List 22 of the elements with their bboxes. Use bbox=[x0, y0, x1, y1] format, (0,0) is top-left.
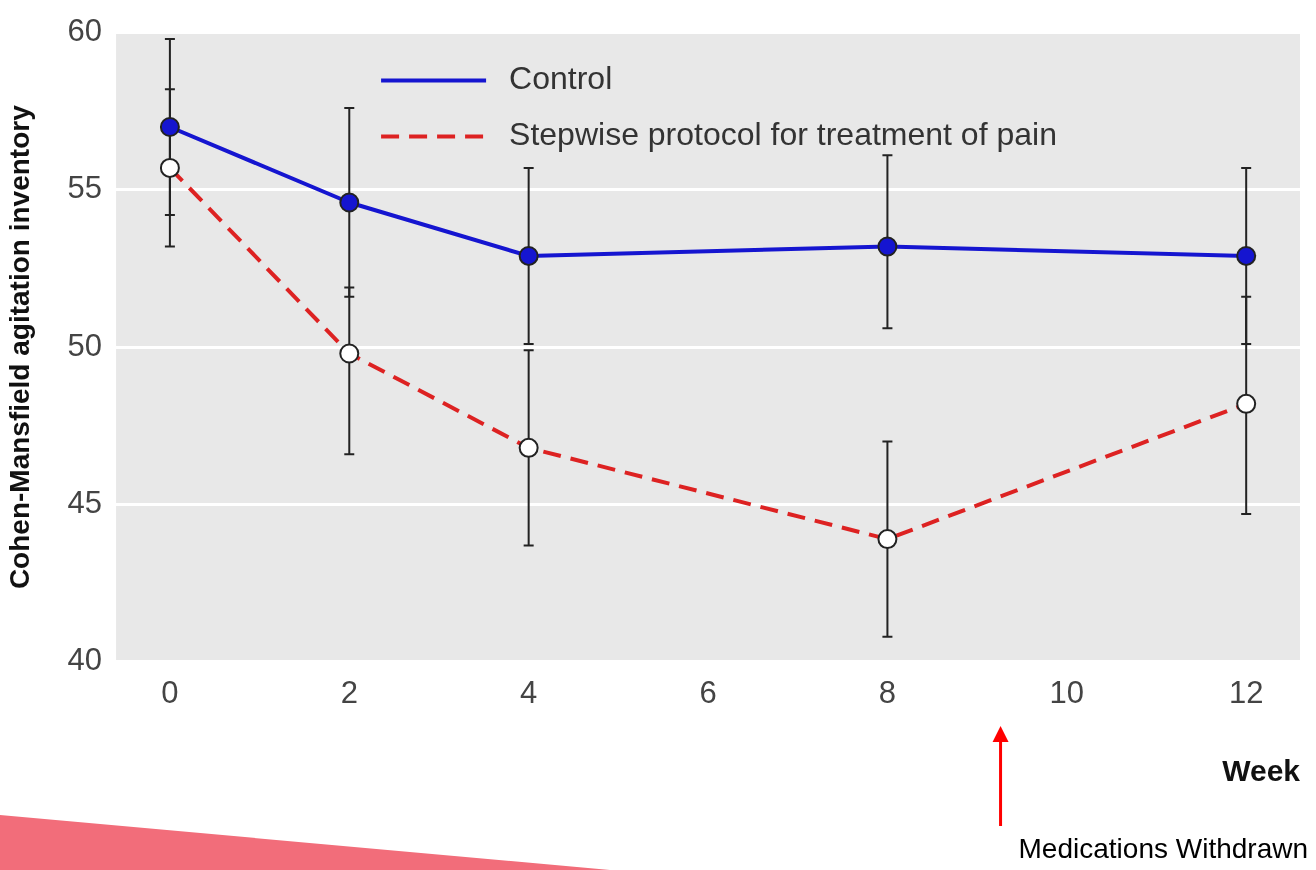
y-axis-title: Cohen-Mansfield agitation inventory bbox=[3, 104, 35, 590]
point bbox=[518, 245, 539, 266]
x-tick-label: 8 bbox=[878, 674, 897, 710]
legend-label: Control bbox=[509, 60, 613, 97]
point bbox=[339, 192, 360, 213]
x-tick-label: 4 bbox=[520, 674, 538, 710]
y-tick-label: 40 bbox=[67, 642, 103, 678]
x-axis-title: Week bbox=[1222, 754, 1301, 788]
legend-label: Stepwise protocol for treatment of pain bbox=[509, 116, 1057, 153]
y-tick-label: 45 bbox=[67, 485, 103, 521]
text: Medications Withdrawn bbox=[1018, 832, 1308, 864]
point bbox=[1236, 245, 1257, 266]
x-tick-label: 2 bbox=[340, 674, 358, 710]
y-tick-label: 55 bbox=[67, 170, 103, 206]
x-tick-label: 12 bbox=[1228, 674, 1264, 710]
y-tick-label: 50 bbox=[67, 327, 103, 363]
x-tick-label: 10 bbox=[1049, 674, 1085, 710]
point bbox=[877, 236, 898, 257]
x-tick-label: 6 bbox=[699, 674, 717, 710]
y-tick-label: 60 bbox=[67, 13, 103, 49]
x-tick-label: 0 bbox=[161, 674, 179, 710]
point bbox=[159, 116, 180, 137]
